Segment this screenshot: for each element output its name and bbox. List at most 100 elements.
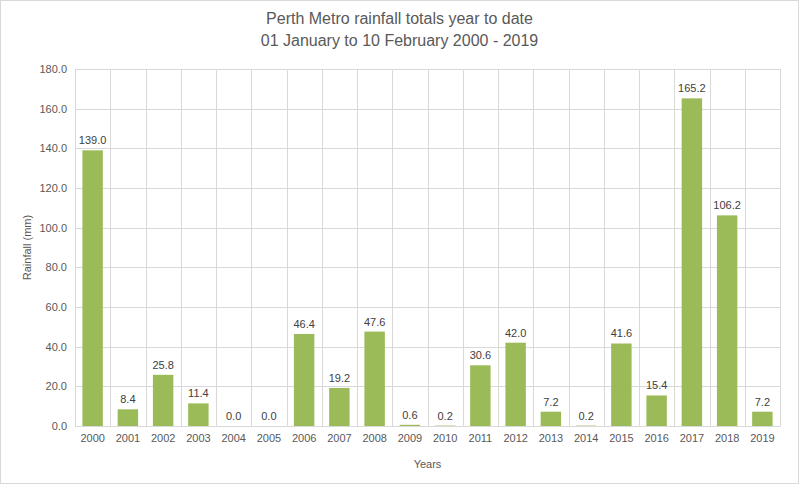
x-axis-line: [76, 426, 781, 427]
x-tick: 2006: [292, 426, 316, 444]
data-label: 7.2: [755, 396, 770, 408]
bar: [82, 150, 102, 426]
chart: 0.0 20.0 40.0 60.0 80.0 100.0 120.0 140.0 160.0 1…: [0, 0, 799, 484]
y-tick: 20.0: [46, 380, 75, 392]
bar: [646, 395, 666, 426]
category-divider: [287, 69, 288, 426]
y-tick-label: 60.0: [46, 301, 67, 313]
category-divider: [674, 69, 675, 426]
x-tick: 2011: [469, 426, 493, 444]
bars: [82, 98, 772, 426]
y-tick: 140.0: [39, 142, 75, 154]
x-tick: 2003: [186, 426, 210, 444]
x-tick-label: 2014: [574, 432, 598, 444]
y-axis: 0.0 20.0 40.0 60.0 80.0 100.0 120.0 140.0 160.0 1…: [39, 63, 75, 432]
category-divider: [392, 69, 393, 426]
y-axis-line: [75, 70, 76, 427]
x-tick-label: 2010: [433, 432, 457, 444]
category-divider: [463, 69, 464, 426]
x-tick: 2019: [750, 426, 774, 444]
data-label: 15.4: [646, 379, 667, 391]
x-tick-label: 2008: [362, 432, 386, 444]
x-tick-label: 2005: [257, 432, 281, 444]
y-tick-label: 40.0: [46, 341, 67, 353]
category-divider: [75, 69, 76, 426]
y-tick-label: 0.0: [52, 420, 67, 432]
x-tick: 2013: [539, 426, 563, 444]
y-tick: 40.0: [46, 341, 75, 353]
data-label: 165.2: [678, 82, 706, 94]
category-divider: [110, 69, 111, 426]
x-tick-label: 2009: [398, 432, 422, 444]
x-tick: 2015: [609, 426, 633, 444]
x-tick: 2000: [80, 426, 104, 444]
category-divider: [569, 69, 570, 426]
bar: [329, 388, 349, 426]
category-divider: [146, 69, 147, 426]
bar: [752, 412, 772, 426]
data-label: 47.6: [364, 316, 385, 328]
x-tick: 2005: [257, 426, 281, 444]
data-label: 42.0: [505, 327, 526, 339]
x-tick-label: 2015: [609, 432, 633, 444]
category-divider: [780, 69, 781, 426]
x-tick-label: 2012: [503, 432, 527, 444]
category-divider: [216, 69, 217, 426]
subtitle: 01 January to 10 February 2000 - 2019: [261, 32, 539, 49]
x-tick: 2009: [398, 426, 422, 444]
bar: [470, 365, 490, 426]
data-label: 0.6: [402, 409, 417, 421]
data-label: 139.0: [79, 134, 107, 146]
x-tick-label: 2019: [750, 432, 774, 444]
data-label: 0.2: [578, 410, 593, 422]
y-tick-label: 20.0: [46, 380, 67, 392]
category-divider: [428, 69, 429, 426]
data-label: 46.4: [293, 318, 314, 330]
y-tick: 60.0: [46, 301, 75, 313]
x-tick: 2016: [644, 426, 668, 444]
bar: [294, 334, 314, 426]
x-axis: 2000 2001 2002 2003 2004 2005 2006 2007 2008 2009…: [76, 426, 781, 444]
bar: [223, 426, 243, 427]
x-tick: 2008: [362, 426, 386, 444]
grid: [75, 69, 781, 427]
data-label: 30.6: [470, 349, 491, 361]
data-label: 7.2: [543, 396, 558, 408]
y-tick-label: 80.0: [46, 261, 67, 273]
data-label: 41.6: [611, 327, 632, 339]
x-tick-label: 2003: [186, 432, 210, 444]
bar: [541, 412, 561, 426]
data-label: 0.2: [437, 410, 452, 422]
x-tick-label: 2007: [327, 432, 351, 444]
data-label: 0.0: [261, 410, 276, 422]
plot-area: 0.0 20.0 40.0 60.0 80.0 100.0 120.0 140.0 160.0 1…: [39, 63, 780, 444]
data-label: 11.4: [188, 387, 209, 399]
x-tick-label: 2002: [151, 432, 175, 444]
bar: [364, 332, 384, 426]
category-divider: [533, 69, 534, 426]
x-tick: 2017: [680, 426, 704, 444]
y-axis-title: Rainfall (mm): [21, 215, 33, 280]
x-tick: 2004: [221, 426, 245, 444]
x-tick: 2014: [574, 426, 598, 444]
category-divider: [181, 69, 182, 426]
category-divider: [251, 69, 252, 426]
x-tick: 2001: [116, 426, 140, 444]
y-tick: 180.0: [39, 63, 75, 75]
x-tick-label: 2004: [221, 432, 245, 444]
x-tick: 2002: [151, 426, 175, 444]
y-tick: 160.0: [39, 103, 75, 115]
x-tick-label: 2001: [116, 432, 140, 444]
bar: [400, 425, 420, 426]
bar: [576, 425, 596, 426]
title: Perth Metro rainfall totals year to date: [266, 10, 533, 27]
category-divider: [745, 69, 746, 426]
y-tick: 120.0: [39, 182, 75, 194]
bar: [259, 426, 279, 427]
bar: [682, 98, 702, 426]
y-tick-label: 100.0: [39, 222, 67, 234]
y-tick: 80.0: [46, 261, 75, 273]
y-tick-label: 180.0: [39, 63, 67, 75]
x-tick: 2018: [715, 426, 739, 444]
y-tick-label: 160.0: [39, 103, 67, 115]
